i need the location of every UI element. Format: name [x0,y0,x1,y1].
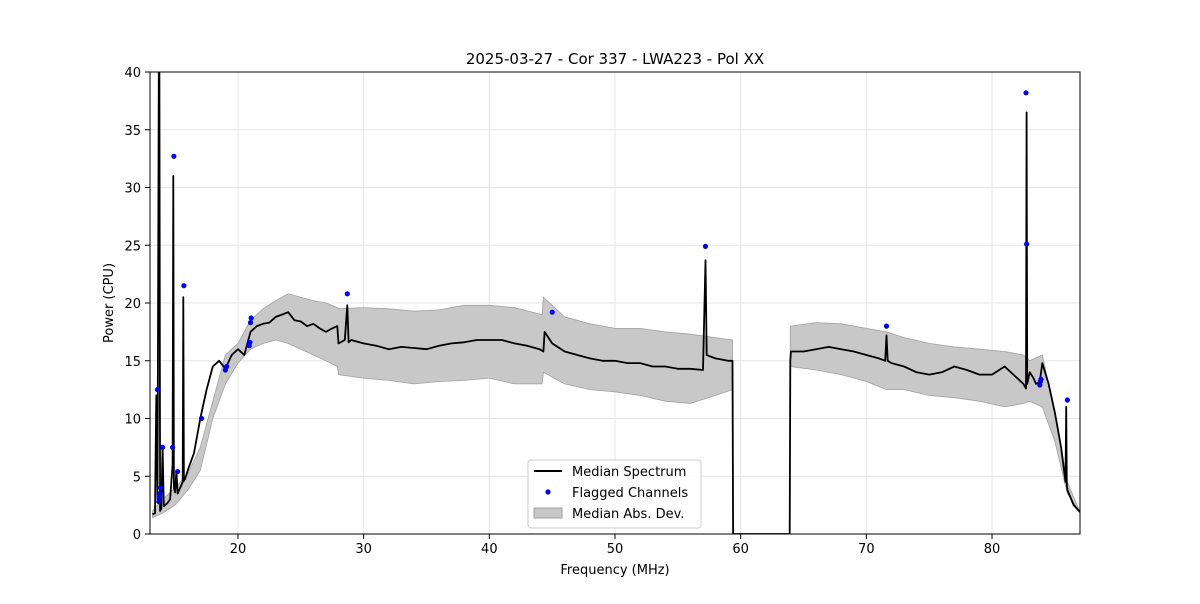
y-tick-label: 40 [124,66,141,81]
y-tick-label: 20 [124,297,141,312]
y-tick-label: 0 [133,528,141,543]
legend-flagged-label: Flagged Channels [572,486,688,501]
flagged-channel-point [158,485,164,491]
flagged-channel-point [344,291,350,297]
flagged-channel-point [181,283,187,289]
y-tick-label: 5 [133,470,141,485]
y-tick-label: 35 [124,124,141,139]
flagged-channel-point [171,153,177,159]
flagged-channel-point [1023,90,1029,96]
legend-box [527,459,702,529]
legend-flagged-swatch [545,489,551,495]
flagged-channel-point [1064,397,1070,403]
flagged-channel-point [154,387,161,393]
plot-area [152,72,1080,534]
flagged-channel-point [175,469,181,475]
flagged-channel-point [156,499,162,505]
flagged-channel-point [170,444,176,450]
flagged-channel-point [247,339,253,345]
flagged-channel-point [883,323,890,329]
x-tick-label: 40 [481,542,498,557]
y-tick-label: 30 [124,182,141,197]
y-tick-label: 10 [124,413,141,428]
x-tick-label: 60 [732,542,749,557]
legend-median-label: Median Spectrum [572,465,686,480]
median-spectrum-line [152,72,1080,534]
x-tick-label: 50 [607,542,624,557]
flagged-channel-point [160,444,166,450]
legend-mad-label: Median Abs. Dev. [572,507,684,522]
x-tick-label: 20 [230,542,247,557]
flagged-channel-point [248,315,254,321]
flagged-channel-point [1024,241,1030,247]
legend-mad-swatch [533,507,563,519]
flagged-channel-point [247,320,254,326]
chart-title: 2025-03-27 - Cor 337 - LWA223 - Pol XX [466,50,764,68]
flagged-channel-point [549,309,555,315]
x-tick-label: 30 [355,542,372,557]
flagged-channel-point [702,243,709,249]
x-tick-label: 80 [984,542,1001,557]
y-axis-label: Power (CPU) [102,263,117,343]
y-tick-label: 15 [124,355,141,370]
x-axis-ticks: 20 30 40 50 60 70 80 [230,534,1001,557]
y-axis-ticks: 0 5 10 15 20 25 30 35 40 [124,66,150,543]
legend: Median Spectrum Flagged Channels Median … [527,459,702,529]
flagged-channel-point [1038,376,1044,382]
flagged-channel-point [157,491,163,497]
flagged-channel-point [224,363,230,370]
y-tick-label: 25 [124,239,141,254]
x-tick-label: 70 [858,542,875,557]
x-axis-label: Frequency (MHz) [560,563,669,578]
flagged-channel-point [198,415,205,422]
